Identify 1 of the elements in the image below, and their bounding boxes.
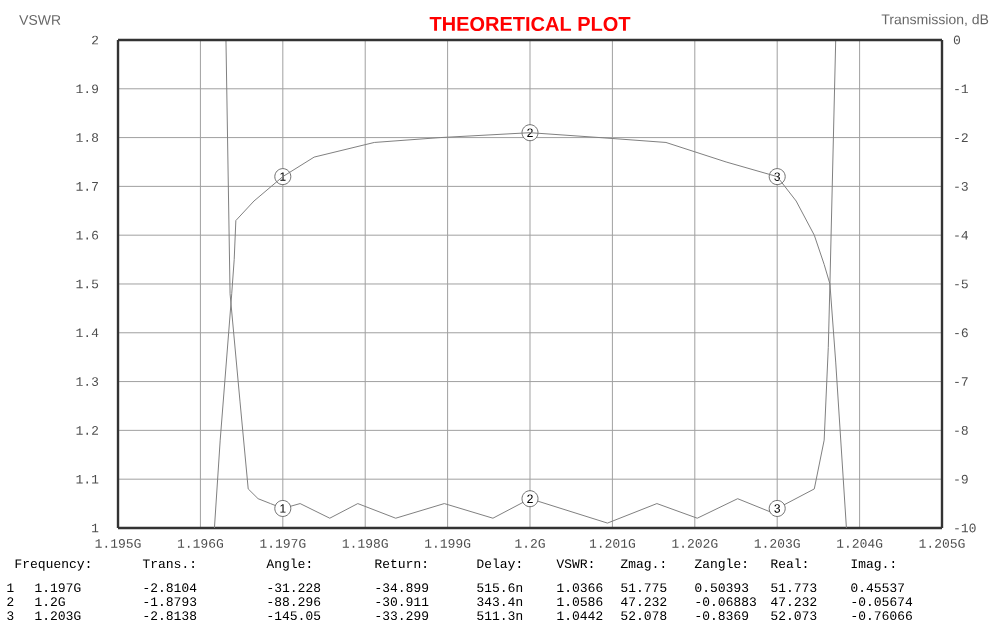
chart-title: THEORETICAL PLOT <box>429 16 631 32</box>
